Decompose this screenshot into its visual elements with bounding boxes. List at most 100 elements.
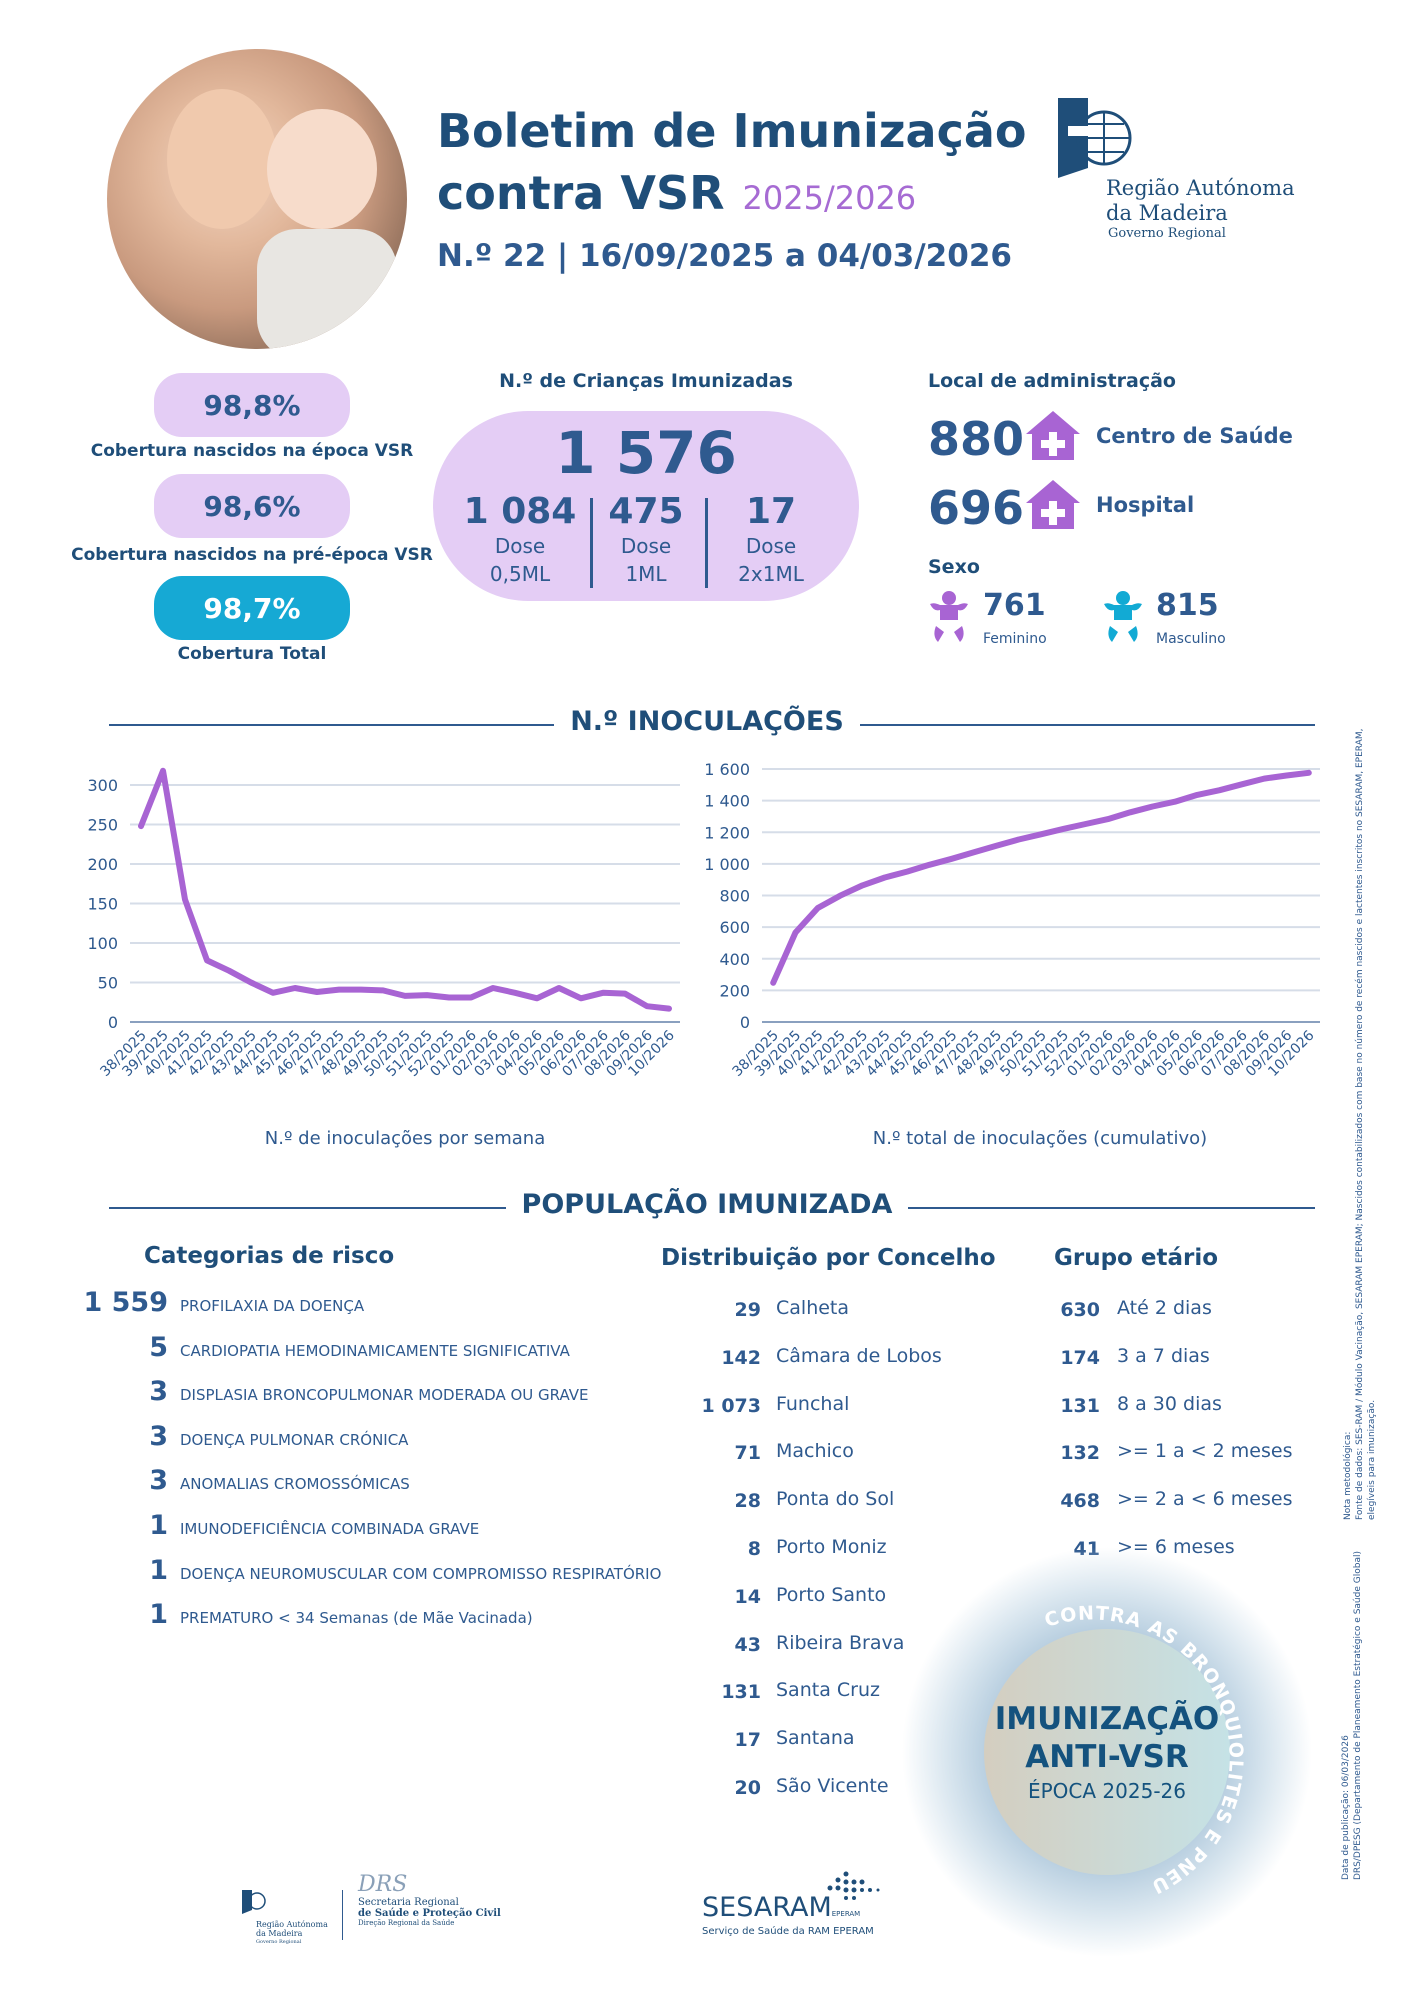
y-tick-label: 1 400 bbox=[704, 792, 750, 811]
coverage-epoch-label: Cobertura nascidos na época VSR bbox=[90, 441, 414, 461]
y-tick-label: 1 600 bbox=[704, 760, 750, 779]
badge-arc-text: CONTRA AS BRONQUIOLITES E PNEUMONIAS bbox=[957, 1602, 1247, 1898]
y-tick-label: 100 bbox=[87, 934, 118, 953]
female-count: 761 bbox=[983, 588, 1046, 623]
concelho-item-label: Porto Santo bbox=[776, 1583, 887, 1606]
hospital-icon bbox=[1026, 480, 1080, 529]
concelho-item-value: 8 bbox=[747, 1538, 761, 1560]
hospital-label: Hospital bbox=[1096, 493, 1195, 517]
concelho-item-label: Funchal bbox=[776, 1392, 850, 1415]
risk-item-label: CARDIOPATIA HEMODINAMICAMENTE SIGNIFICAT… bbox=[180, 1341, 570, 1360]
immunized-card: 1 576 1 084 Dose 0,5ML 475 Dose 1ML 17 Dose 2x… bbox=[433, 411, 859, 601]
concelho-item-value: 14 bbox=[734, 1585, 761, 1608]
cumulative-chart-caption: N.º total de inoculações (cumulativo) bbox=[872, 1128, 1208, 1149]
concelho-item-value: 71 bbox=[734, 1442, 761, 1465]
baby-girl-icon bbox=[930, 591, 968, 642]
health-center-label: Centro de Saúde bbox=[1096, 424, 1293, 448]
risk-item-label: DISPLASIA BRONCOPULMONAR MODERADA OU GRA… bbox=[180, 1386, 589, 1405]
immunized-title: N.º de Crianças Imunizadas bbox=[499, 370, 793, 392]
hospital-count: 696 bbox=[928, 481, 1025, 535]
dose-1ml: 475 Dose 1ML bbox=[608, 491, 684, 586]
section-inoculations-title: N.º INOCULAÇÕES bbox=[554, 706, 860, 737]
concelho-item-label: Machico bbox=[776, 1440, 854, 1463]
risk-item-value: 1 bbox=[149, 1554, 168, 1586]
mother-baby-photo bbox=[107, 49, 407, 349]
risk-item-value: 1 bbox=[149, 1599, 168, 1631]
age-item-label: >= 2 a < 6 meses bbox=[1117, 1488, 1293, 1511]
age-item-label: >= 1 a < 2 meses bbox=[1117, 1440, 1293, 1463]
risk-item-value: 1 bbox=[149, 1510, 168, 1541]
female-label: Feminino bbox=[983, 631, 1047, 647]
coverage-pre-epoch-value: 98,6% bbox=[154, 474, 350, 538]
male-label: Masculino bbox=[1156, 631, 1226, 647]
dose-2x1ml: 17 Dose 2x1ML bbox=[738, 491, 804, 586]
concelho-item-label: Ribeira Brava bbox=[776, 1631, 905, 1654]
risk-item-label: DOENÇA NEUROMUSCULAR COM COMPROMISSO RES… bbox=[180, 1564, 662, 1583]
concelho-item-value: 142 bbox=[721, 1346, 761, 1369]
svg-text:CONTRA AS BRONQUIOLITES E PNEU: CONTRA AS BRONQUIOLITES E PNEUMONIAS bbox=[957, 1602, 1247, 1898]
section-population-title: POPULAÇÃO IMUNIZADA bbox=[505, 1189, 909, 1220]
risk-item-label: IMUNODEFICIÊNCIA COMBINADA GRAVE bbox=[180, 1520, 480, 1538]
age-item-value: 174 bbox=[1060, 1346, 1100, 1369]
footer-divider bbox=[342, 1890, 343, 1940]
ram-logo: Região Autónoma da Madeira Governo Region… bbox=[1054, 96, 1324, 246]
coverage-pre-epoch-label: Cobertura nascidos na pré-época VSR bbox=[71, 545, 433, 565]
risk-item-value: 3 bbox=[149, 1376, 168, 1408]
divider bbox=[590, 498, 593, 588]
methodology-note: Nota metodológica: Fonte de dados: SES-R… bbox=[1343, 728, 1377, 1520]
concelho-title: Distribuição por Concelho bbox=[661, 1245, 996, 1271]
risk-item-value: 1 559 bbox=[83, 1287, 168, 1318]
age-item-value: 630 bbox=[1060, 1299, 1100, 1321]
concelho-item-label: Ponta do Sol bbox=[776, 1488, 895, 1511]
coverage-epoch-value: 98,8% bbox=[154, 373, 350, 437]
anti-vsr-badge: IMUNIZAÇÃO ANTI-VSR ÉPOCA 2025-26 bbox=[984, 1629, 1230, 1875]
y-tick-label: 400 bbox=[719, 950, 750, 969]
y-tick-label: 800 bbox=[719, 887, 750, 906]
concelho-item-label: Calheta bbox=[776, 1297, 850, 1319]
age-item-label: Até 2 dias bbox=[1117, 1297, 1212, 1319]
risk-item-label: ANOMALIAS CROMOSSÓMICAS bbox=[180, 1475, 410, 1494]
concelho-item-label: Porto Moniz bbox=[776, 1536, 887, 1558]
admin-title: Local de administração bbox=[928, 370, 1176, 392]
weekly-chart-caption: N.º de inoculações por semana bbox=[264, 1128, 546, 1149]
health-center-icon bbox=[1026, 411, 1080, 460]
concelho-item-label: Câmara de Lobos bbox=[776, 1344, 942, 1367]
immunized-total: 1 576 bbox=[555, 419, 737, 487]
health-center-count: 880 bbox=[928, 412, 1025, 466]
concelho-item-value: 1 073 bbox=[701, 1394, 762, 1417]
concelho-item-label: Santana bbox=[776, 1727, 855, 1750]
weekly-inoculations-chart: 05010015020025030038/202539/202540/20254… bbox=[87, 767, 680, 1080]
y-tick-label: 300 bbox=[87, 776, 118, 795]
y-tick-label: 0 bbox=[108, 1013, 118, 1032]
y-tick-label: 1 200 bbox=[704, 823, 750, 842]
ram-emblem-icon bbox=[242, 1890, 266, 1914]
series-line bbox=[138, 767, 672, 1012]
y-tick-label: 1 000 bbox=[704, 855, 750, 874]
risk-title: Categorias de risco bbox=[144, 1243, 395, 1269]
sex-title: Sexo bbox=[928, 556, 980, 578]
risk-item-label: PREMATURO < 34 Semanas (de Mãe Vacinada) bbox=[180, 1609, 533, 1628]
concelho-item-value: 43 bbox=[734, 1633, 761, 1656]
ram-emblem-icon bbox=[1058, 98, 1132, 178]
age-item-label: 3 a 7 dias bbox=[1117, 1344, 1210, 1367]
risk-item-value: 3 bbox=[149, 1420, 168, 1452]
concelho-item-value: 17 bbox=[734, 1729, 761, 1752]
age-item-value: 132 bbox=[1060, 1442, 1100, 1465]
dots-pattern-icon bbox=[827, 1871, 880, 1900]
page-title: Boletim de Imunização contra VSR 2025/202… bbox=[437, 104, 1027, 220]
age-item-value: 131 bbox=[1060, 1394, 1100, 1417]
age-item-value: 468 bbox=[1060, 1490, 1100, 1513]
concelho-item-value: 28 bbox=[734, 1490, 761, 1513]
age-item-label: 8 a 30 dias bbox=[1117, 1392, 1222, 1415]
y-tick-label: 250 bbox=[87, 816, 118, 835]
y-tick-label: 600 bbox=[719, 918, 750, 937]
concelho-item-label: Santa Cruz bbox=[776, 1679, 880, 1702]
season: 2025/2026 bbox=[742, 179, 917, 217]
baby-boy-icon bbox=[1104, 591, 1142, 642]
risk-item-label: PROFILAXIA DA DOENÇA bbox=[180, 1297, 365, 1315]
footer-ram-logo: Região Autónoma da Madeira Governo Regiona… bbox=[240, 1888, 340, 1947]
y-tick-label: 200 bbox=[719, 981, 750, 1000]
y-tick-label: 50 bbox=[98, 974, 118, 993]
age-title: Grupo etário bbox=[1054, 1245, 1219, 1271]
